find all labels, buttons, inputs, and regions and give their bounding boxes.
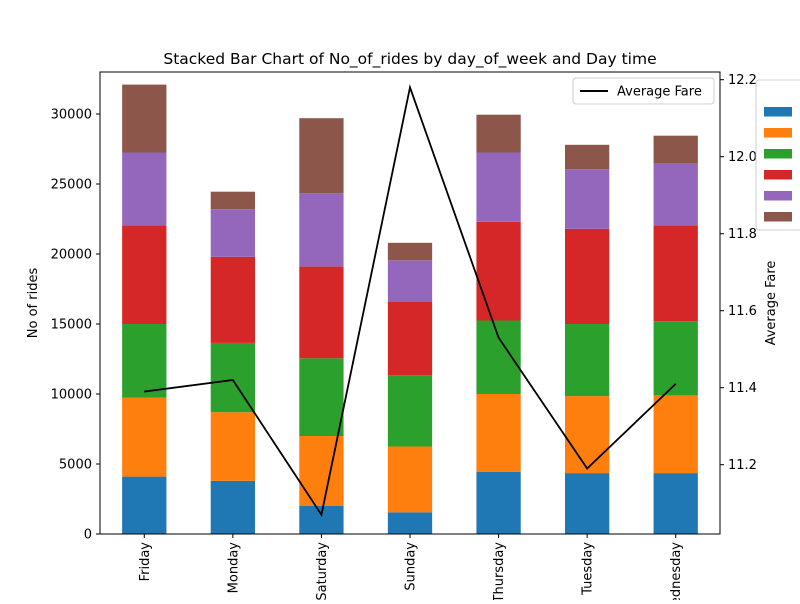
- y2-tick-label: 11.6: [728, 304, 757, 319]
- y-axis-label: No of rides: [26, 268, 41, 339]
- bar-segment: [565, 324, 609, 396]
- bar-segment: [654, 225, 698, 321]
- bar-segment: [122, 477, 166, 534]
- bar-segment: [211, 257, 255, 343]
- legend-swatch: [764, 191, 792, 201]
- legend-swatch: [764, 149, 792, 159]
- bar-segment: [388, 375, 432, 446]
- y2-axis-label: Average Fare: [764, 261, 779, 346]
- bar-segment: [122, 153, 166, 226]
- bar-segment: [122, 324, 166, 398]
- x-tick-label: Saturday: [315, 542, 330, 600]
- x-tick-label: Friday: [138, 542, 153, 582]
- bar-segment: [299, 267, 343, 359]
- bar-segment: [211, 481, 255, 534]
- bars-group: [122, 85, 698, 534]
- bar-segment: [122, 85, 166, 153]
- bar-segment: [122, 225, 166, 324]
- legend-swatch: [764, 212, 792, 222]
- y2-tick-label: 12.0: [728, 150, 757, 165]
- legend-swatch: [764, 170, 792, 180]
- bar-segment: [299, 193, 343, 267]
- bar-segment: [476, 222, 520, 321]
- x-tick-label: Thursday: [492, 542, 507, 600]
- series-legend: [756, 80, 800, 230]
- y-tick-label: 0: [84, 528, 92, 543]
- legend-swatch: [764, 107, 792, 117]
- bar-segment: [654, 136, 698, 164]
- y2-tick-label: 11.4: [728, 381, 757, 396]
- bar-segment: [476, 153, 520, 222]
- bar-segment: [299, 436, 343, 506]
- x-tick-label: Sunday: [404, 542, 419, 591]
- bar-segment: [211, 209, 255, 257]
- line-legend: Average Fare: [573, 78, 714, 104]
- bar-segment: [122, 398, 166, 477]
- y2-tick-label: 11.8: [728, 227, 757, 242]
- bar-segment: [388, 243, 432, 260]
- bar-segment: [388, 447, 432, 513]
- bar-segment: [211, 412, 255, 481]
- bar-segment: [565, 229, 609, 324]
- y-tick-label: 10000: [51, 388, 92, 403]
- bar-segment: [476, 472, 520, 534]
- bar-segment: [299, 358, 343, 436]
- bar-segment: [211, 192, 255, 210]
- y-tick-label: 20000: [51, 248, 92, 263]
- x-tick-label: Monday: [226, 542, 241, 594]
- bar-segment: [476, 115, 520, 153]
- bar-segment: [565, 169, 609, 229]
- bar-segment: [565, 145, 609, 170]
- bar-segment: [211, 343, 255, 412]
- y-tick-label: 5000: [59, 458, 92, 473]
- chart-title: Stacked Bar Chart of No_of_rides by day_…: [163, 50, 656, 69]
- line-legend-label: Average Fare: [617, 85, 702, 100]
- bar-segment: [654, 473, 698, 534]
- y2-tick-label: 11.2: [728, 458, 757, 473]
- bar-segment: [388, 260, 432, 301]
- bar-segment: [388, 302, 432, 376]
- y-tick-label: 30000: [51, 108, 92, 123]
- y-tick-label: 15000: [51, 318, 92, 333]
- bar-segment: [654, 164, 698, 226]
- y-tick-label: 25000: [51, 178, 92, 193]
- bar-segment: [299, 506, 343, 534]
- bar-segment: [654, 395, 698, 473]
- y2-tick-label: 12.2: [728, 73, 757, 88]
- bar-segment: [476, 394, 520, 472]
- bar-segment: [388, 512, 432, 534]
- x-tick-label: Tuesday: [581, 542, 596, 596]
- bar-segment: [476, 321, 520, 395]
- bar-segment: [565, 473, 609, 534]
- bar-segment: [565, 396, 609, 473]
- x-tick-label: Wednesday: [669, 542, 684, 600]
- bar-segment: [299, 118, 343, 193]
- legend-swatch: [764, 128, 792, 138]
